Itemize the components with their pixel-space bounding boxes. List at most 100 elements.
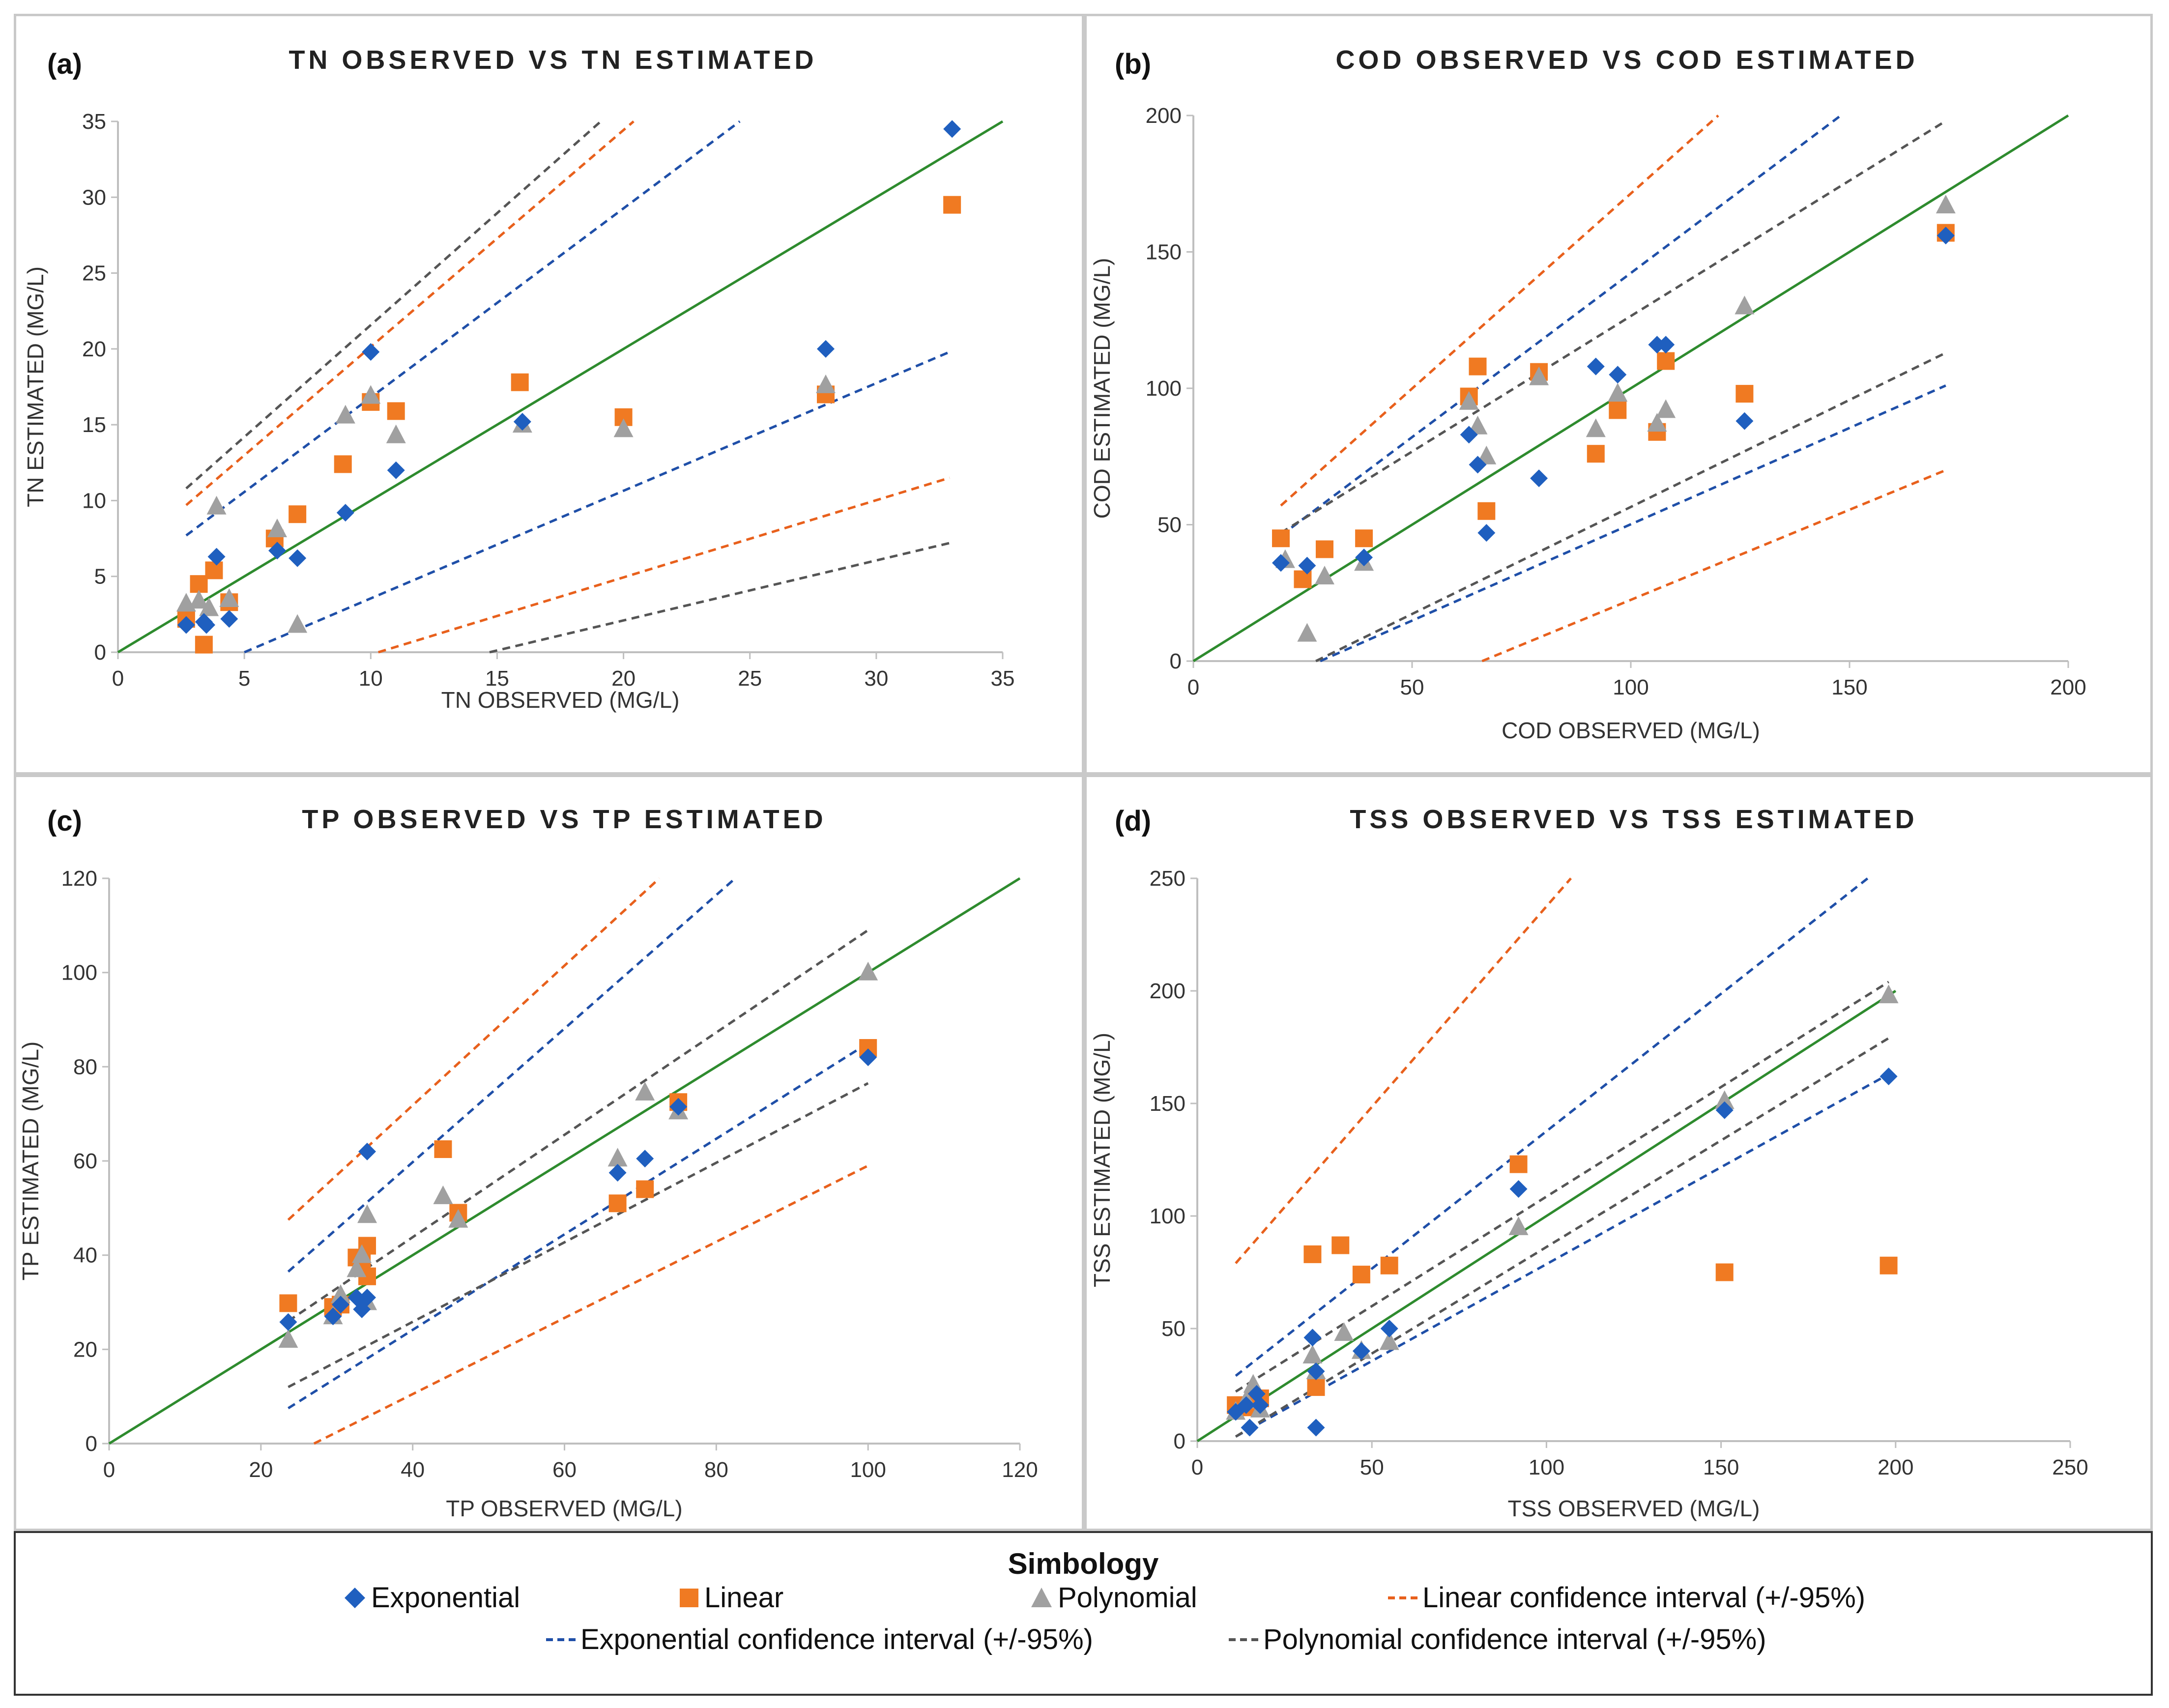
linear-point — [1307, 1378, 1325, 1396]
y-tick-label: 30 — [82, 185, 106, 209]
x-tick-label: 0 — [1191, 1455, 1203, 1479]
ci-line-1 — [1235, 1073, 1889, 1438]
polynomial-point — [219, 588, 239, 607]
x-tick-label: 80 — [704, 1458, 728, 1482]
exponential-point — [362, 343, 380, 361]
ci-line-0 — [1481, 469, 1946, 663]
polynomial-point — [199, 597, 219, 616]
y-axis-label: TSS ESTIMATED (MG/L) — [1089, 1033, 1115, 1287]
polynomial-point — [1879, 984, 1899, 1004]
polynomial-point — [1529, 366, 1549, 385]
exponential-point — [1355, 549, 1373, 567]
legend-polynomial-ci: Polynomial confidence interval (+/-95%) — [1228, 1623, 1766, 1656]
linear-point — [1469, 357, 1487, 376]
polynomial-point — [433, 1185, 453, 1204]
exponential-point — [1609, 366, 1627, 384]
exponential-point — [324, 1307, 342, 1326]
x-tick-label: 100 — [1529, 1455, 1564, 1479]
y-tick-label: 100 — [61, 961, 97, 985]
x-axis-label: TP OBSERVED (MG/L) — [446, 1496, 682, 1521]
ideal-line — [1192, 114, 2069, 663]
polynomial-point — [206, 495, 227, 515]
exponential-point — [513, 412, 531, 431]
exponential-point — [1880, 1068, 1898, 1086]
exponential-point — [636, 1150, 654, 1168]
exponential-point — [1237, 1396, 1255, 1414]
x-tick-label: 250 — [2052, 1455, 2088, 1479]
linear-point — [1477, 502, 1496, 520]
exponential-point — [177, 616, 195, 634]
exponential-point — [1715, 1101, 1734, 1119]
exponential-point — [358, 1142, 376, 1160]
exponential-point — [1272, 554, 1290, 572]
ci-line-1 — [244, 350, 950, 654]
x-tick-label: 20 — [611, 666, 636, 691]
y-tick-label: 0 — [1170, 649, 1182, 673]
linear-point — [334, 455, 352, 473]
x-tick-label: 60 — [552, 1458, 577, 1482]
exponential-point — [1460, 426, 1478, 444]
polynomial-point — [288, 614, 308, 633]
chart-1: 0 50 100 150 200 0 50 100 150 200 (b) COD OBSERVED … — [1089, 45, 2086, 743]
polynomial-point — [267, 519, 287, 538]
x-tick-label: 150 — [1831, 675, 1867, 699]
x-tick-label: 50 — [1400, 675, 1424, 699]
y-tick-label: 5 — [94, 565, 106, 589]
dashed-line-blue-icon — [546, 1638, 576, 1641]
ci-line-1 — [1320, 384, 1946, 663]
polynomial-point — [1735, 295, 1755, 315]
ci-line-0 — [185, 120, 635, 506]
panel-letter: (d) — [1115, 805, 1151, 837]
y-tick-label: 250 — [1150, 867, 1186, 891]
y-tick-label: 20 — [73, 1337, 97, 1361]
exponential-point — [1735, 412, 1754, 430]
exponential-point — [336, 504, 354, 522]
polynomial-point — [1459, 391, 1479, 410]
polynomial-point — [335, 405, 355, 424]
linear-point — [205, 561, 223, 579]
x-tick-label: 0 — [103, 1458, 115, 1482]
y-tick-label: 0 — [86, 1432, 97, 1456]
x-tick-label: 150 — [1703, 1455, 1739, 1479]
y-tick-label: 80 — [73, 1055, 97, 1079]
ci-line-0 — [1280, 115, 1719, 507]
polynomial-point — [1334, 1322, 1354, 1341]
panel-letter: (b) — [1115, 48, 1151, 80]
y-tick-label: 40 — [73, 1244, 97, 1268]
exponential-point — [608, 1163, 627, 1182]
ideal-line — [117, 120, 1004, 654]
y-tick-label: 35 — [82, 110, 106, 134]
y-tick-label: 150 — [1146, 240, 1182, 264]
exponential-point — [859, 1048, 877, 1067]
x-tick-label: 20 — [249, 1458, 273, 1482]
dashed-line-gray-icon — [1229, 1638, 1258, 1641]
ci-line-0 — [313, 1164, 869, 1445]
y-tick-label: 25 — [82, 261, 106, 286]
x-tick-label: 0 — [1187, 675, 1199, 699]
exponential-point — [1307, 1419, 1325, 1437]
polynomial-point — [607, 1148, 628, 1167]
chart-title: TSS OBSERVED VS TSS ESTIMATED — [1350, 805, 1917, 834]
y-tick-label: 0 — [94, 640, 106, 665]
ci-line-1 — [288, 1042, 869, 1410]
polynomial-point — [1656, 399, 1676, 418]
linear-point — [1609, 401, 1627, 419]
polynomial-point — [816, 374, 836, 393]
x-tick-label: 0 — [112, 666, 124, 691]
ideal-line — [108, 877, 1021, 1445]
y-tick-label: 100 — [1150, 1204, 1186, 1228]
x-tick-label: 30 — [864, 666, 888, 691]
exponential-point — [1298, 556, 1316, 575]
polynomial-point — [448, 1209, 468, 1228]
polynomial-point — [1586, 418, 1606, 437]
polynomial-point — [635, 1082, 655, 1101]
exponential-point — [1307, 1362, 1325, 1381]
y-tick-label: 200 — [1146, 104, 1182, 128]
square-marker-icon — [680, 1588, 698, 1607]
ci-line-2 — [288, 929, 869, 1322]
polynomial-point — [1315, 565, 1334, 584]
polynomial-point — [1508, 1216, 1529, 1235]
ci-line-1 — [287, 877, 736, 1273]
linear-point — [1316, 540, 1333, 558]
